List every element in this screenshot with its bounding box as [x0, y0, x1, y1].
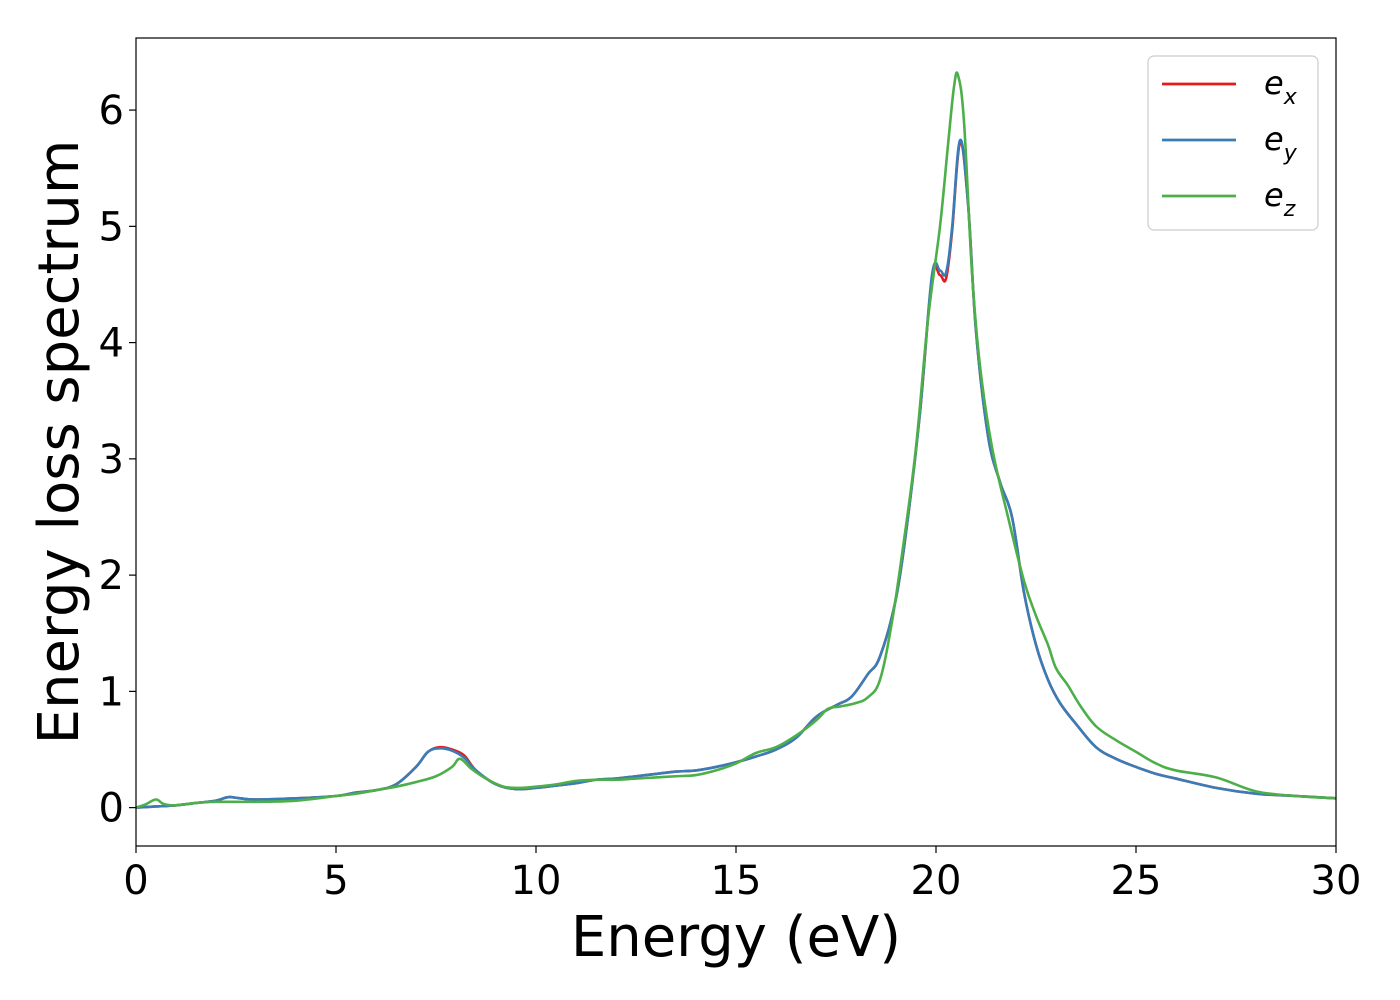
legend-label: ey [1264, 120, 1298, 166]
legend-frame [1147, 55, 1319, 231]
y-tick-label: 1 [99, 669, 124, 715]
y-tick-label: 2 [99, 553, 124, 599]
legend-label-subscript: z [1283, 197, 1296, 222]
x-tick-label: 20 [911, 858, 962, 904]
plot-area [136, 38, 1336, 846]
x-tick-label: 10 [511, 858, 562, 904]
x-tick-label: 15 [711, 858, 762, 904]
y-tick-label: 3 [99, 437, 124, 483]
legend-label: ex [1264, 64, 1298, 110]
legend-label-main: e [1264, 64, 1284, 102]
x-tick-label: 30 [1311, 858, 1362, 904]
y-tick-label: 5 [99, 204, 124, 250]
series-line-e-z [135, 71, 1337, 809]
x-axis: 0 5 10 15 20 25 30 [123, 846, 1361, 904]
x-tick-label: 25 [1111, 858, 1162, 904]
x-tick-label: 5 [323, 858, 348, 904]
y-tick-label: 4 [99, 321, 124, 367]
series-group [135, 71, 1337, 809]
x-axis-label: Energy (eV) [571, 905, 901, 970]
y-tick-label: 0 [99, 786, 124, 832]
legend-label-subscript: y [1283, 141, 1298, 166]
legend-label-main: e [1264, 120, 1284, 158]
y-axis-label: Energy loss spectrum [27, 140, 92, 745]
x-tick-label: 0 [123, 858, 148, 904]
legend-label: ez [1264, 176, 1296, 222]
legend-label-main: e [1264, 176, 1284, 214]
y-axis: 0 1 2 3 4 5 6 [99, 88, 136, 832]
y-tick-label: 6 [99, 88, 124, 134]
legend-label-subscript: x [1283, 85, 1298, 110]
